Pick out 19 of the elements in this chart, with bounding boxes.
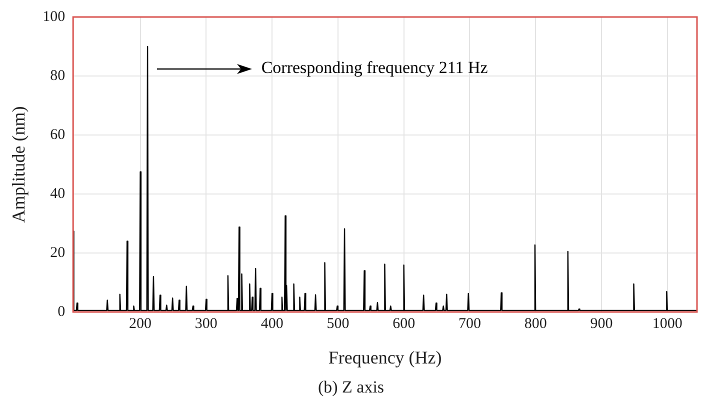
x-tick-label: 400 (260, 316, 284, 332)
x-tick-label: 800 (524, 316, 547, 332)
x-tick-label: 700 (458, 316, 481, 332)
y-tick-label: 40 (50, 186, 66, 202)
x-tick-label: 200 (129, 316, 152, 332)
y-axis-title: Amplitude (nm) (8, 106, 29, 223)
x-tick-label: 1000 (652, 316, 682, 332)
y-tick-label: 60 (50, 126, 66, 143)
y-tick-label: 20 (50, 244, 66, 261)
text: (b) Z axis (318, 377, 384, 396)
x-tick-label: 500 (326, 316, 350, 332)
x-tick-label: 300 (194, 316, 218, 332)
y-tick-label: 0 (58, 304, 66, 320)
y-tick-label: 80 (50, 68, 66, 84)
x-tick-label: 900 (590, 316, 613, 332)
y-tick-label: 100 (42, 8, 66, 25)
x-axis-title: Frequency (Hz) (328, 348, 442, 368)
x-tick-label: 600 (392, 316, 416, 332)
annotation: Corresponding frequency 211 Hz (261, 58, 488, 78)
